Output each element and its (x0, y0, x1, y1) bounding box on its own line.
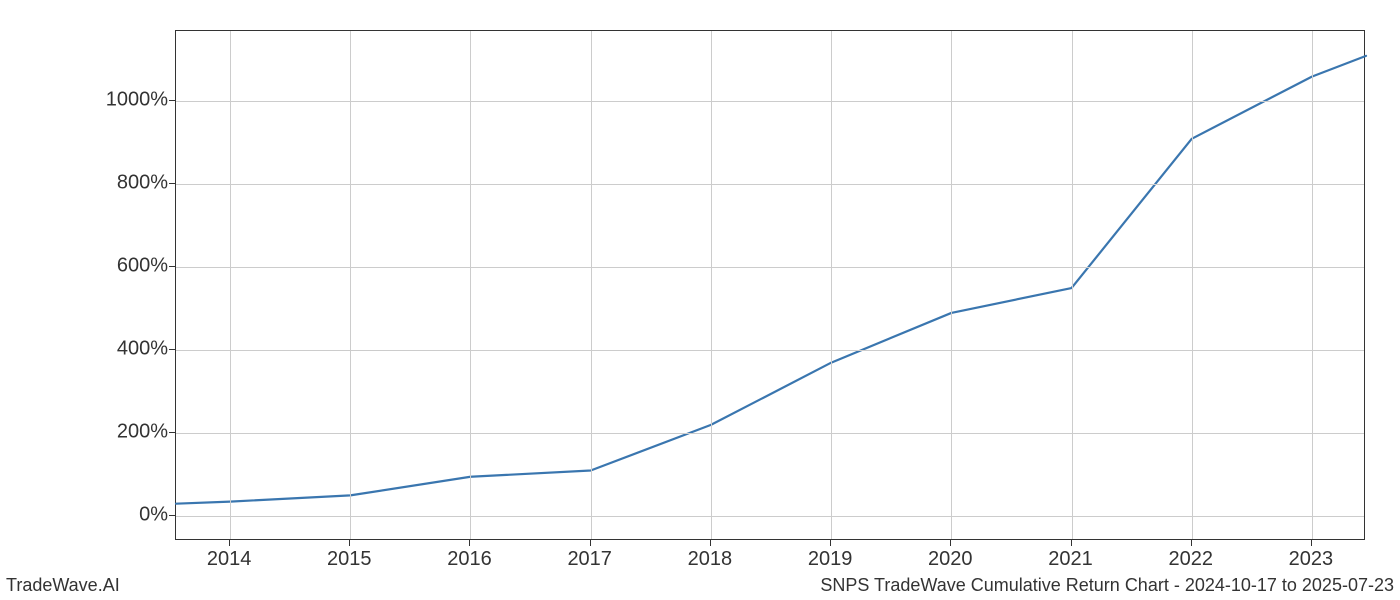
y-tick-label: 0% (139, 504, 168, 527)
gridline-vertical (1192, 31, 1193, 539)
x-tick-label: 2017 (567, 548, 612, 571)
x-tick-label: 2019 (808, 548, 853, 571)
gridline-vertical (591, 31, 592, 539)
x-tick-label: 2020 (928, 548, 973, 571)
x-tick-mark (229, 540, 230, 546)
y-tick-mark (169, 266, 175, 267)
x-tick-mark (590, 540, 591, 546)
x-tick-label: 2018 (688, 548, 733, 571)
x-tick-mark (1071, 540, 1072, 546)
y-tick-mark (169, 515, 175, 516)
gridline-horizontal (176, 267, 1364, 268)
y-tick-mark (169, 432, 175, 433)
gridline-horizontal (176, 433, 1364, 434)
y-tick-label: 800% (117, 172, 168, 195)
y-tick-label: 600% (117, 255, 168, 278)
y-tick-label: 1000% (106, 89, 168, 112)
x-tick-mark (1191, 540, 1192, 546)
gridline-vertical (470, 31, 471, 539)
x-tick-mark (469, 540, 470, 546)
gridline-vertical (230, 31, 231, 539)
x-tick-mark (1311, 540, 1312, 546)
gridline-vertical (951, 31, 952, 539)
gridline-vertical (711, 31, 712, 539)
x-tick-label: 2023 (1289, 548, 1334, 571)
y-tick-mark (169, 183, 175, 184)
gridline-horizontal (176, 101, 1364, 102)
gridline-vertical (1312, 31, 1313, 539)
gridline-horizontal (176, 516, 1364, 517)
x-tick-mark (830, 540, 831, 546)
x-tick-label: 2016 (447, 548, 492, 571)
plot-area (175, 30, 1365, 540)
line-series-svg (176, 31, 1364, 539)
x-tick-mark (950, 540, 951, 546)
x-tick-mark (710, 540, 711, 546)
footer-caption: SNPS TradeWave Cumulative Return Chart -… (820, 575, 1394, 596)
gridline-horizontal (176, 350, 1364, 351)
x-tick-label: 2015 (327, 548, 372, 571)
x-tick-label: 2022 (1168, 548, 1213, 571)
gridline-horizontal (176, 184, 1364, 185)
y-tick-label: 200% (117, 421, 168, 444)
x-tick-label: 2021 (1048, 548, 1093, 571)
y-tick-label: 400% (117, 338, 168, 361)
x-tick-mark (349, 540, 350, 546)
footer-brand: TradeWave.AI (6, 575, 120, 596)
y-tick-mark (169, 100, 175, 101)
gridline-vertical (1072, 31, 1073, 539)
y-tick-mark (169, 349, 175, 350)
gridline-vertical (831, 31, 832, 539)
x-tick-label: 2014 (207, 548, 252, 571)
gridline-vertical (350, 31, 351, 539)
